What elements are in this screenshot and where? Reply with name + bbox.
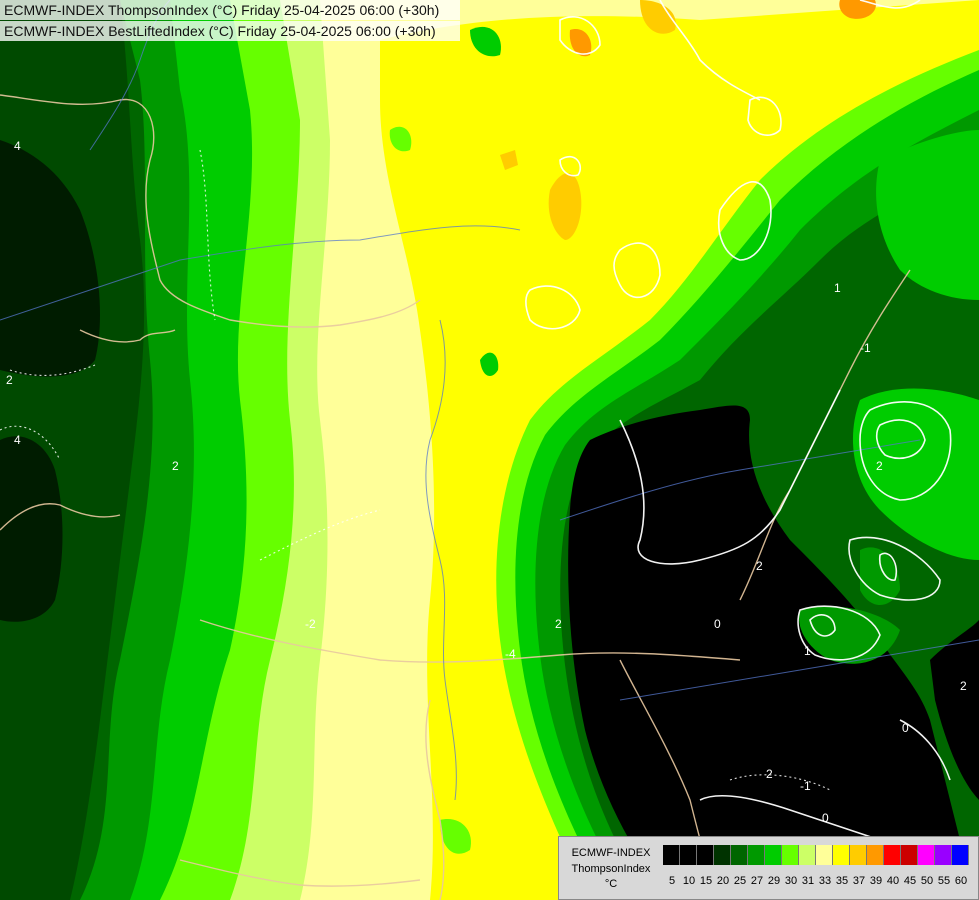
- contour-label: 0: [902, 721, 909, 735]
- field-spot-5: [640, 0, 676, 34]
- legend-tick-label: 40: [886, 875, 900, 887]
- legend-swatch: [901, 845, 918, 865]
- color-legend: ECMWF-INDEX ThompsonIndex °C 5 10 15 20 25 27…: [558, 836, 979, 900]
- field-east-bubble-3: [860, 547, 900, 605]
- field-spot-2: [389, 126, 412, 152]
- legend-swatch: [765, 845, 782, 865]
- legend-tick-label: 37: [852, 875, 866, 887]
- legend-swatch: [816, 845, 833, 865]
- legend-swatch: [714, 845, 731, 865]
- field-east-bubble-4: [799, 606, 900, 664]
- legend-tick-label: 45: [903, 875, 917, 887]
- legend-tick-label: 60: [954, 875, 968, 887]
- field-orange-2: [500, 150, 518, 170]
- legend-tick-label: 5: [668, 875, 676, 887]
- contour-label: 2: [876, 459, 883, 473]
- contour-label: 4: [14, 139, 21, 153]
- legend-tick-label: 50: [920, 875, 934, 887]
- contour-label: -4: [505, 647, 516, 661]
- contour-label: -2: [305, 617, 316, 631]
- legend-tick-label: 31: [801, 875, 815, 887]
- field-east-black: [568, 405, 979, 900]
- legend-tick-label: 55: [937, 875, 951, 887]
- legend-swatch: [867, 845, 884, 865]
- legend-tick-label: 27: [750, 875, 764, 887]
- map-title-thompson: ECMWF-INDEX ThompsonIndex (°C) Friday 25…: [0, 0, 460, 20]
- legend-tick-label: 29: [767, 875, 781, 887]
- contour-label: 1: [834, 281, 841, 295]
- field-east-black-2: [930, 620, 979, 800]
- legend-swatch: [731, 845, 748, 865]
- map-title-bestlifted: ECMWF-INDEX BestLiftedIndex (°C) Friday …: [0, 21, 460, 41]
- legend-unit: °C: [604, 878, 618, 890]
- legend-swatch: [918, 845, 935, 865]
- contour-label: 0: [822, 811, 829, 825]
- legend-tick-label: 10: [682, 875, 696, 887]
- contour-label: 4: [14, 433, 21, 447]
- legend-tick-label: 39: [869, 875, 883, 887]
- field-orange-4: [839, 0, 876, 19]
- contour-label: 2: [960, 679, 967, 693]
- best-lifted-index-contours: [525, 0, 952, 841]
- contour-label: 0: [714, 617, 721, 631]
- contour-label: 2: [555, 617, 562, 631]
- field-east-bubble-2: [876, 130, 979, 300]
- contour-label: 1: [804, 644, 811, 658]
- contour-label: 2: [756, 559, 763, 573]
- contour-label: 2: [172, 459, 179, 473]
- legend-tick-label: 25: [733, 875, 747, 887]
- legend-swatch: [935, 845, 952, 865]
- field-east-bubble-1: [852, 388, 979, 560]
- field-orange-1: [548, 173, 582, 240]
- contour-label: 2: [6, 373, 13, 387]
- legend-tick-label: 33: [818, 875, 832, 887]
- legend-model: ECMWF-INDEX: [571, 847, 651, 859]
- best-lifted-index-contours-dotted: [0, 149, 831, 791]
- field-spot-4: [440, 819, 471, 854]
- field-orange-3: [569, 29, 592, 57]
- legend-tick-label: 30: [784, 875, 798, 887]
- legend-swatch: [697, 845, 714, 865]
- legend-swatch: [799, 845, 816, 865]
- legend-swatch: [748, 845, 765, 865]
- legend-swatch: [850, 845, 867, 865]
- contour-label: -1: [860, 341, 871, 355]
- legend-swatch: [782, 845, 799, 865]
- legend-swatch: [833, 845, 850, 865]
- field-spot-1: [480, 352, 499, 376]
- legend-parameter: ThompsonIndex: [571, 863, 651, 875]
- field-spot-3: [470, 26, 501, 57]
- legend-swatch: [884, 845, 901, 865]
- contour-label: 2: [766, 767, 773, 781]
- contour-label: -1: [800, 779, 811, 793]
- legend-tick-label: 15: [699, 875, 713, 887]
- legend-swatch: [680, 845, 697, 865]
- legend-swatch: [952, 845, 969, 865]
- legend-swatch: [663, 845, 680, 865]
- legend-tick-label: 35: [835, 875, 849, 887]
- legend-tick-label: 20: [716, 875, 730, 887]
- contour-labels: 4 2 4 2 -2 -4 2 1 -1 0 2 1 2 0 2 -1 0 2: [6, 139, 967, 825]
- field-west-darkgreen: [0, 0, 145, 900]
